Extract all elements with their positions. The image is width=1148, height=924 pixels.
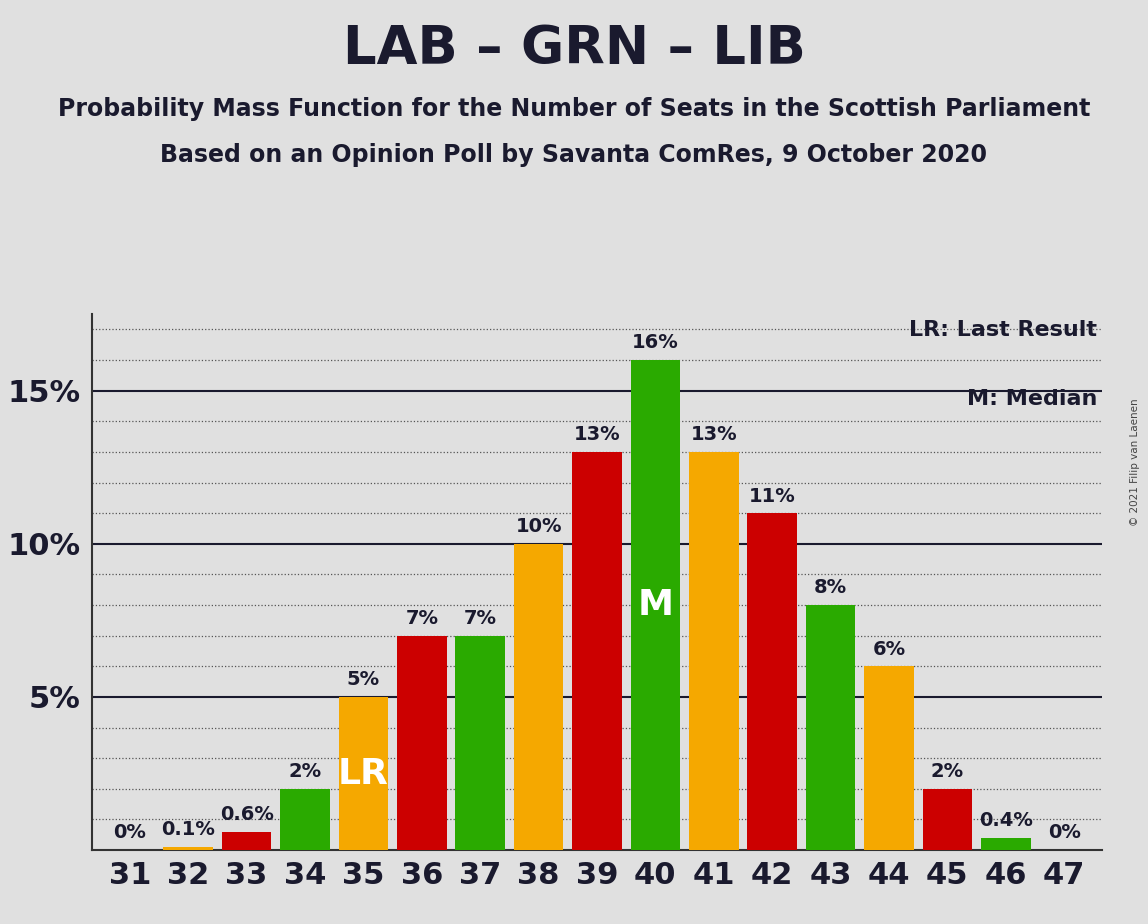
Text: 6%: 6% [872,639,906,659]
Text: 13%: 13% [574,425,620,444]
Bar [280,789,329,850]
Text: 0.6%: 0.6% [219,805,273,824]
Text: 10%: 10% [515,517,561,536]
Bar [689,452,738,850]
Text: Based on an Opinion Poll by Savanta ComRes, 9 October 2020: Based on an Opinion Poll by Savanta ComR… [161,143,987,167]
Text: 7%: 7% [464,609,497,628]
Text: M: M [637,588,674,622]
Bar [163,847,214,850]
Bar [456,636,505,850]
Text: Probability Mass Function for the Number of Seats in the Scottish Parliament: Probability Mass Function for the Number… [57,97,1091,121]
Text: 8%: 8% [814,578,847,598]
Bar [397,636,447,850]
Bar [514,544,564,850]
Bar [806,605,855,850]
Text: 0.4%: 0.4% [979,811,1033,830]
Text: 0%: 0% [114,823,146,843]
Text: 13%: 13% [690,425,737,444]
Text: 2%: 2% [288,762,321,781]
Text: 0.1%: 0.1% [161,821,215,839]
Text: 7%: 7% [405,609,439,628]
Text: 11%: 11% [748,487,796,505]
Bar [980,838,1031,850]
Bar [572,452,622,850]
Text: M: Median: M: Median [967,389,1097,409]
Text: 16%: 16% [633,334,678,352]
Text: 5%: 5% [347,670,380,689]
Bar [630,360,680,850]
Bar [747,513,797,850]
Text: 2%: 2% [931,762,964,781]
Text: LR: LR [338,757,389,791]
Bar [339,697,388,850]
Bar [923,789,972,850]
Text: © 2021 Filip van Laenen: © 2021 Filip van Laenen [1130,398,1140,526]
Text: LR: Last Result: LR: Last Result [909,320,1097,339]
Bar [222,832,271,850]
Text: 0%: 0% [1048,823,1080,843]
Text: LAB – GRN – LIB: LAB – GRN – LIB [342,23,806,75]
Bar [864,666,914,850]
